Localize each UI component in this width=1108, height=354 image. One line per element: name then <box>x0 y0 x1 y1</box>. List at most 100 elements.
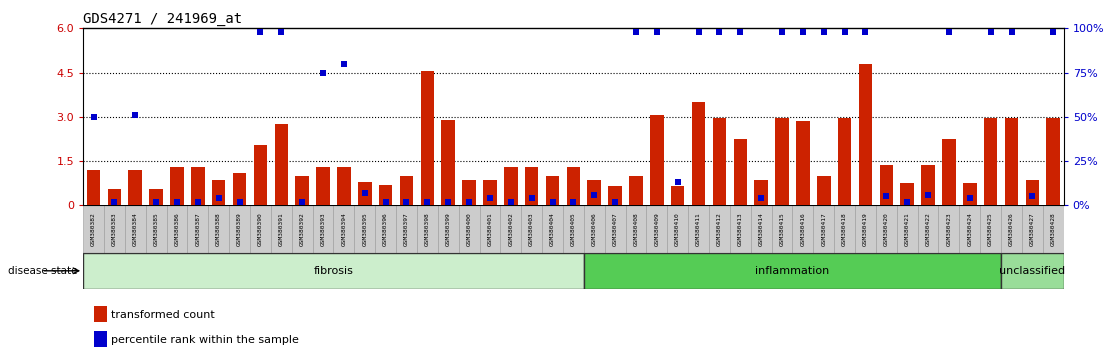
Point <box>982 29 999 35</box>
Bar <box>212 180 226 205</box>
Text: transformed count: transformed count <box>111 310 215 320</box>
Bar <box>1002 253 1064 289</box>
Bar <box>291 205 312 253</box>
Text: GSM380397: GSM380397 <box>404 212 409 246</box>
Bar <box>462 180 475 205</box>
Text: GSM380410: GSM380410 <box>675 212 680 246</box>
Bar <box>187 205 208 253</box>
Text: GSM380407: GSM380407 <box>613 212 617 246</box>
Text: GSM380403: GSM380403 <box>530 212 534 246</box>
Bar <box>629 176 643 205</box>
Bar <box>712 118 726 205</box>
Point <box>294 199 311 205</box>
Text: GSM380413: GSM380413 <box>738 212 742 246</box>
Text: GSM380391: GSM380391 <box>279 212 284 246</box>
Text: GSM380394: GSM380394 <box>341 212 347 246</box>
Bar <box>355 205 376 253</box>
Bar <box>525 167 538 205</box>
Text: GSM380414: GSM380414 <box>759 212 763 246</box>
Point <box>419 199 437 205</box>
Bar <box>334 205 355 253</box>
Bar <box>171 167 184 205</box>
Text: GSM380404: GSM380404 <box>550 212 555 246</box>
Text: GSM380400: GSM380400 <box>466 212 472 246</box>
Bar <box>546 176 560 205</box>
Bar <box>963 183 976 205</box>
Text: GSM380424: GSM380424 <box>967 212 973 246</box>
Text: GSM380384: GSM380384 <box>133 212 137 246</box>
Point <box>585 192 603 198</box>
Point <box>335 61 352 67</box>
Bar <box>876 205 896 253</box>
Point <box>544 199 562 205</box>
Point <box>189 199 207 205</box>
Text: GSM380388: GSM380388 <box>216 212 222 246</box>
Point <box>523 195 541 201</box>
Text: GSM380418: GSM380418 <box>842 212 848 246</box>
Point <box>752 195 770 201</box>
Bar <box>400 176 413 205</box>
Bar <box>83 205 104 253</box>
Point <box>230 199 248 205</box>
Text: disease state: disease state <box>8 266 78 276</box>
Bar <box>566 167 581 205</box>
Bar <box>838 118 851 205</box>
Bar <box>1002 205 1022 253</box>
Bar <box>917 205 938 253</box>
Text: GSM380421: GSM380421 <box>905 212 910 246</box>
Point <box>481 195 499 201</box>
Text: GSM380428: GSM380428 <box>1050 212 1056 246</box>
Bar <box>441 120 455 205</box>
Point <box>273 29 290 35</box>
Point <box>1003 29 1020 35</box>
Point <box>669 179 687 185</box>
Bar <box>901 183 914 205</box>
Bar <box>776 118 789 205</box>
Bar <box>626 205 646 253</box>
Text: GSM380399: GSM380399 <box>445 212 451 246</box>
Text: GSM380395: GSM380395 <box>362 212 367 246</box>
Point <box>773 29 791 35</box>
Bar <box>145 205 166 253</box>
Bar <box>813 205 834 253</box>
Point <box>105 199 123 205</box>
Bar <box>166 205 187 253</box>
Point <box>502 199 520 205</box>
Bar <box>270 205 291 253</box>
Bar <box>855 205 876 253</box>
Text: GSM380389: GSM380389 <box>237 212 242 246</box>
Bar <box>1046 118 1060 205</box>
Point <box>147 199 165 205</box>
Text: GSM380396: GSM380396 <box>383 212 388 246</box>
Point <box>940 29 957 35</box>
Bar <box>501 205 521 253</box>
Point <box>794 29 812 35</box>
Text: GSM380419: GSM380419 <box>863 212 868 246</box>
Bar <box>480 205 501 253</box>
Bar <box>129 170 142 205</box>
Bar <box>587 180 601 205</box>
Point <box>565 199 583 205</box>
Bar <box>859 64 872 205</box>
Bar <box>650 115 664 205</box>
Bar <box>1005 118 1018 205</box>
Bar <box>396 205 417 253</box>
Bar <box>646 205 667 253</box>
Bar <box>984 118 997 205</box>
Bar <box>504 167 517 205</box>
Bar <box>584 205 605 253</box>
Text: GSM380398: GSM380398 <box>424 212 430 246</box>
Text: GSM380393: GSM380393 <box>320 212 326 246</box>
Text: fibrosis: fibrosis <box>314 266 353 276</box>
Point <box>209 195 227 201</box>
Point <box>356 190 373 196</box>
Point <box>856 29 874 35</box>
Text: GSM380426: GSM380426 <box>1009 212 1014 246</box>
Bar <box>83 253 584 289</box>
Text: GSM380409: GSM380409 <box>655 212 659 246</box>
Bar <box>709 205 730 253</box>
Bar <box>771 205 792 253</box>
Text: GSM380420: GSM380420 <box>884 212 889 246</box>
Text: GSM380382: GSM380382 <box>91 212 96 246</box>
Bar <box>379 185 392 205</box>
